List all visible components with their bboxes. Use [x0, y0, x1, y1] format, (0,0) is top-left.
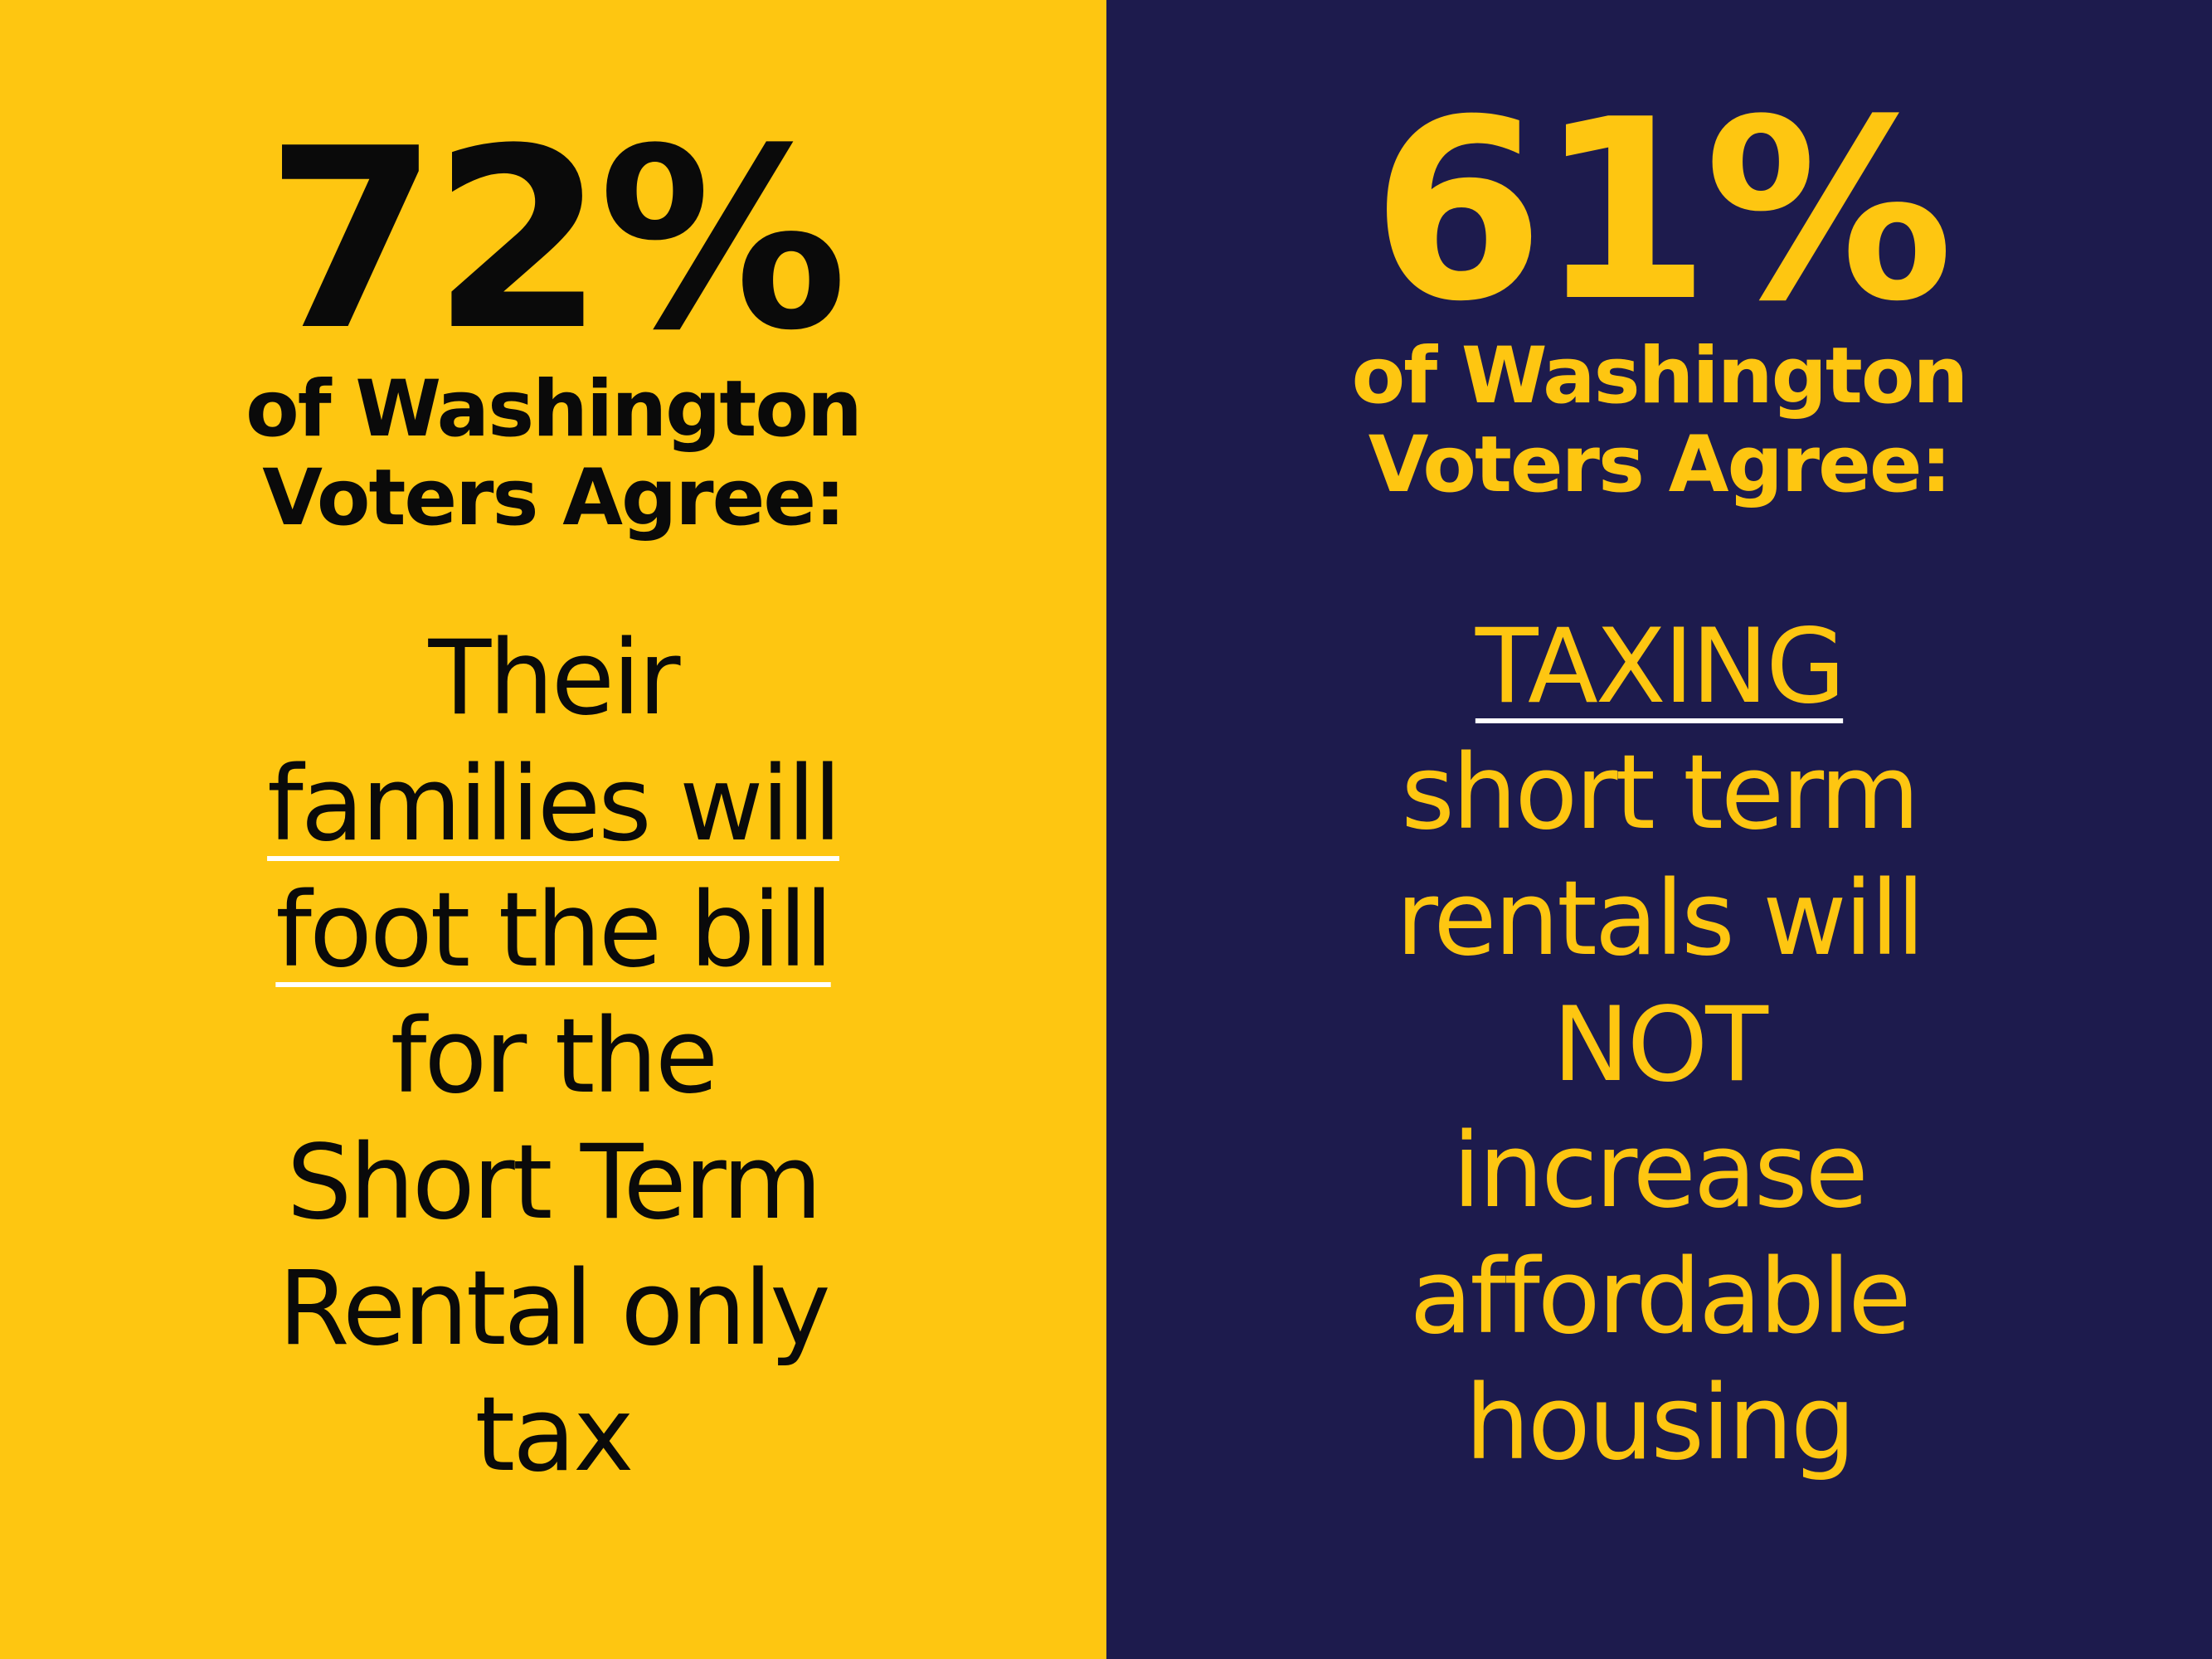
left-underlined-text-1: families will: [267, 745, 842, 864]
right-statement-line-5: increase: [1452, 1112, 1869, 1231]
right-underlined-text: TAXING: [1475, 607, 1845, 727]
right-percent: 61%: [1371, 66, 1953, 356]
left-statement-line-1: Their: [428, 619, 680, 738]
right-statement-line-6: affordable: [1409, 1238, 1911, 1357]
right-statement-line-4: NOT: [1552, 985, 1768, 1105]
left-statement-line-7: tax: [474, 1375, 634, 1495]
left-subtitle-line-1: of Washington: [246, 364, 863, 455]
left-underlined-text-2: foot the bill: [275, 871, 833, 990]
left-statement-line-4: for the: [390, 997, 718, 1117]
right-panel: 61% of Washington Voters Agree: TAXING s…: [1106, 0, 2212, 1659]
right-subtitle-line-2: Voters Agree:: [1368, 420, 1952, 511]
left-subtitle: of Washington Voters Agree:: [0, 365, 1106, 542]
right-statement: TAXING short term rentals will NOT incre…: [1106, 604, 2212, 1486]
left-statement: Their families will foot the bill for th…: [0, 615, 1106, 1498]
left-statement-line-6: Rental only: [278, 1249, 830, 1369]
left-statement-line-2: families will: [0, 742, 1106, 868]
right-statement-line-2: short term: [1401, 733, 1920, 853]
right-statement-line-1: TAXING: [1106, 604, 2212, 730]
left-statement-line-3: foot the bill: [0, 868, 1106, 994]
left-percent: 72%: [265, 95, 848, 385]
right-statement-line-3: rentals will: [1396, 859, 1925, 979]
right-subtitle: of Washington Voters Agree:: [1106, 332, 2212, 509]
left-statement-line-5: Short Term: [286, 1123, 823, 1243]
left-subtitle-line-2: Voters Agree:: [262, 453, 845, 544]
right-subtitle-line-1: of Washington: [1351, 331, 1969, 421]
right-statement-line-7: housing: [1465, 1364, 1855, 1483]
left-panel: 72% of Washington Voters Agree: Their fa…: [0, 0, 1106, 1659]
